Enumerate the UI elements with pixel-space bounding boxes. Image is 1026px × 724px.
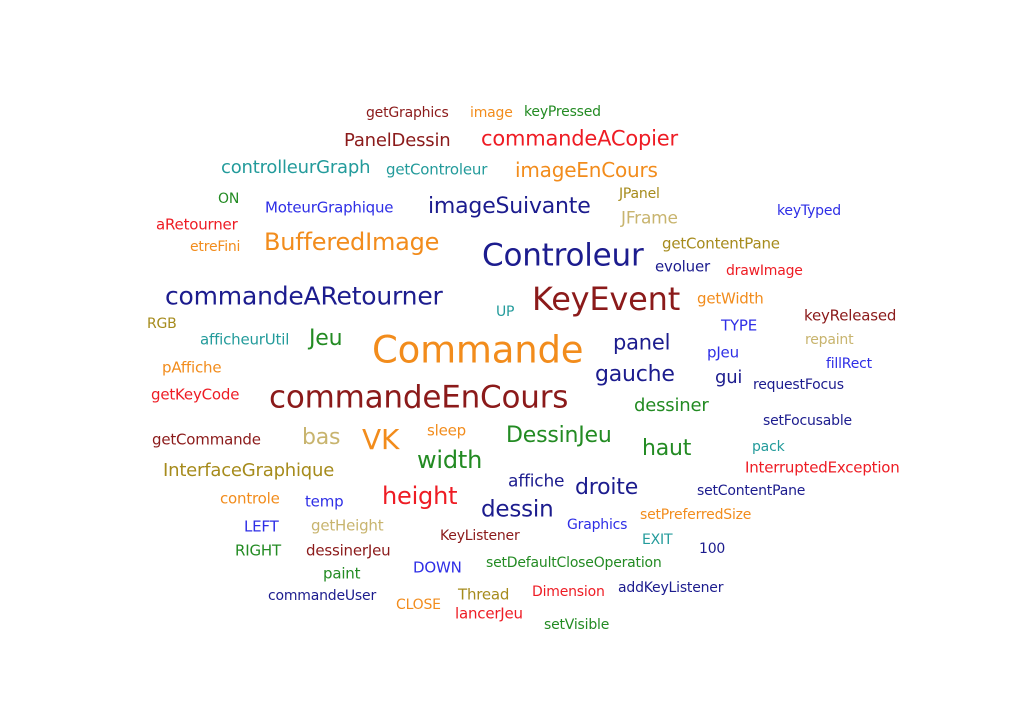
word-RGB: RGB	[147, 316, 177, 332]
word-EXIT: EXIT	[642, 532, 673, 548]
word-gauche: gauche	[595, 362, 675, 387]
word-KeyEvent: KeyEvent	[532, 280, 681, 318]
word-commandeUser: commandeUser	[268, 588, 377, 604]
word-drawImage: drawImage	[726, 263, 803, 279]
word-setContentPane: setContentPane	[697, 483, 806, 499]
word-UP: UP	[496, 304, 515, 320]
word-droite: droite	[575, 475, 639, 500]
word-panel: panel	[613, 330, 671, 355]
word-LEFT: LEFT	[244, 517, 279, 536]
word-pJeu: pJeu	[707, 343, 739, 362]
word-afficheurUtil: afficheurUtil	[200, 330, 290, 349]
word-keyPressed: keyPressed	[524, 104, 601, 120]
word-gui: gui	[715, 367, 743, 388]
word-100: 100	[699, 541, 726, 557]
word-keyReleased: keyReleased	[804, 306, 897, 325]
word-BufferedImage: BufferedImage	[264, 228, 440, 256]
word-controlleurGraph: controlleurGraph	[221, 157, 371, 178]
word-TYPE: TYPE	[721, 316, 758, 335]
word-height: height	[382, 482, 458, 510]
word-setFocusable: setFocusable	[763, 413, 852, 429]
word-imageSuivante: imageSuivante	[428, 194, 591, 219]
word-Jeu: Jeu	[309, 326, 343, 351]
word-getKeyCode: getKeyCode	[151, 385, 240, 404]
word-RIGHT: RIGHT	[235, 541, 281, 560]
word-pack: pack	[752, 439, 785, 455]
word-commandeARetourner: commandeARetourner	[165, 281, 443, 311]
word-pAffiche: pAffiche	[162, 358, 222, 377]
word-fillRect: fillRect	[826, 356, 872, 372]
word-lancerJeu: lancerJeu	[455, 604, 523, 623]
word-getWidth: getWidth	[697, 289, 764, 308]
word-setVisible: setVisible	[544, 617, 610, 633]
word-haut: haut	[642, 436, 692, 461]
word-commandeACopier: commandeACopier	[481, 126, 678, 151]
word-evoluer: evoluer	[655, 257, 710, 276]
word-Graphics: Graphics	[567, 517, 628, 533]
word-paint: paint	[323, 564, 361, 583]
word-image: image	[470, 105, 513, 121]
word-affiche: affiche	[508, 471, 565, 492]
word-getHeight: getHeight	[311, 516, 384, 535]
word-setDefaultCloseOperation: setDefaultCloseOperation	[486, 555, 662, 571]
word-temp: temp	[305, 492, 344, 511]
word-setPreferredSize: setPreferredSize	[640, 507, 752, 523]
word-keyTyped: keyTyped	[777, 203, 841, 219]
word-InterruptedException: InterruptedException	[745, 458, 900, 477]
word-commandeEnCours: commandeEnCours	[269, 379, 569, 416]
word-dessinerJeu: dessinerJeu	[306, 541, 391, 560]
word-Thread: Thread	[458, 585, 510, 604]
word-PanelDessin: PanelDessin	[344, 130, 451, 151]
word-VK: VK	[362, 423, 400, 456]
word-getControleur: getControleur	[386, 160, 488, 179]
word-JFrame: JFrame	[621, 208, 678, 229]
word-dessiner: dessiner	[634, 395, 709, 416]
word-requestFocus: requestFocus	[753, 377, 844, 393]
word-etreFini: etreFini	[190, 239, 241, 255]
word-getCommande: getCommande	[152, 430, 261, 449]
word-controle: controle	[220, 489, 280, 508]
word-DOWN: DOWN	[413, 558, 462, 577]
word-MoteurGraphique: MoteurGraphique	[265, 198, 394, 217]
word-getGraphics: getGraphics	[366, 105, 449, 121]
word-JPanel: JPanel	[619, 186, 660, 202]
word-width: width	[417, 446, 483, 474]
word-sleep: sleep	[427, 421, 466, 440]
word-DessinJeu: DessinJeu	[506, 423, 612, 448]
word-Controleur: Controleur	[482, 237, 644, 274]
word-Dimension: Dimension	[532, 584, 605, 600]
word-getContentPane: getContentPane	[662, 234, 780, 253]
word-KeyListener: KeyListener	[440, 528, 520, 544]
word-ON: ON	[218, 191, 240, 207]
word-bas: bas	[302, 425, 341, 450]
word-InterfaceGraphique: InterfaceGraphique	[163, 460, 335, 481]
word-repaint: repaint	[805, 332, 854, 348]
word-Commande: Commande	[372, 328, 584, 372]
word-CLOSE: CLOSE	[396, 597, 441, 613]
word-addKeyListener: addKeyListener	[618, 580, 724, 596]
word-dessin: dessin	[481, 496, 554, 523]
word-imageEnCours: imageEnCours	[515, 158, 658, 182]
word-aRetourner: aRetourner	[156, 215, 238, 234]
